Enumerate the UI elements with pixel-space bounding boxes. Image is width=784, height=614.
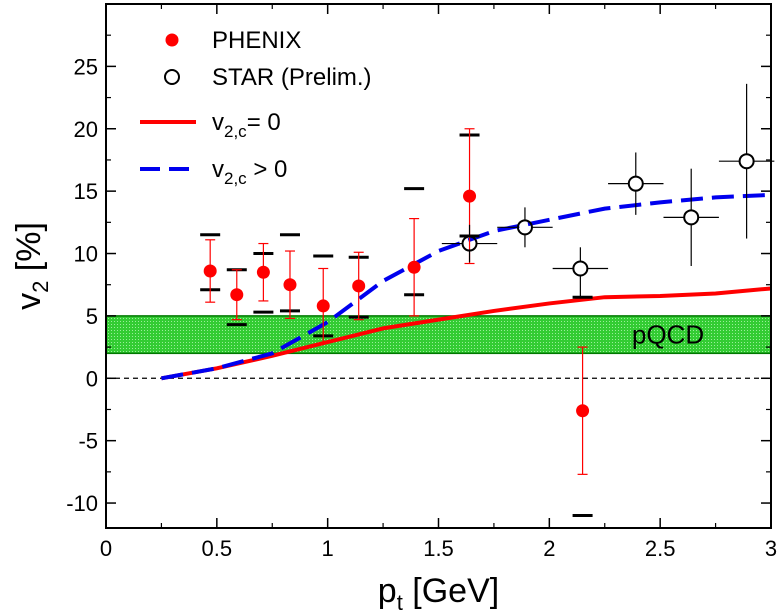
phenix-marker <box>407 260 421 274</box>
star-point-4 <box>608 152 664 215</box>
y-tick-label: 20 <box>74 117 98 142</box>
x-tick-label: 1.5 <box>423 536 454 561</box>
phenix-point-2 <box>226 268 247 327</box>
star-point-5 <box>663 168 719 266</box>
curve-v2c-zero <box>161 286 771 381</box>
legend-label-v2c-positive: v2,c > 0 <box>212 156 287 188</box>
y-tick-label: 15 <box>74 179 98 204</box>
y-axis-title: v2 [%] <box>10 222 53 310</box>
y-tick-label: 0 <box>86 366 98 391</box>
star-point-3 <box>552 247 609 298</box>
star-marker <box>627 175 644 192</box>
phenix-point-6 <box>348 251 369 321</box>
curves-group <box>161 192 771 381</box>
phenix-point-4 <box>279 233 300 319</box>
phenix-point-3 <box>253 242 274 314</box>
star-point-6 <box>718 83 775 239</box>
x-axis-title: pt [GeV] <box>378 572 499 614</box>
star-marker <box>572 260 589 277</box>
star-marker <box>461 235 478 252</box>
phenix-point-8 <box>459 128 480 265</box>
phenix-point-1 <box>200 233 221 303</box>
x-tick-label: 2 <box>543 536 555 561</box>
y-tick-label: 25 <box>74 54 98 79</box>
phenix-marker <box>230 288 244 302</box>
star-marker <box>516 219 533 236</box>
star-marker <box>738 153 755 170</box>
plot-frame <box>105 3 772 529</box>
phenix-marker <box>352 279 366 293</box>
x-tick-label: 3 <box>765 536 777 561</box>
pqcd-band-label: pQCD <box>632 320 704 350</box>
phenix-marker <box>316 299 330 313</box>
phenix-marker <box>463 189 477 203</box>
phenix-marker <box>256 265 270 279</box>
phenix-point-9 <box>572 295 593 518</box>
phenix-marker <box>203 264 217 278</box>
legend-star-label: STAR (Prelim.) <box>212 64 372 91</box>
phenix-point-7 <box>404 187 425 317</box>
curve-v2c-positive <box>161 192 771 381</box>
y-tick-label: -5 <box>78 429 98 454</box>
y-tick-label: -10 <box>66 491 98 516</box>
y-tick-label: 10 <box>74 242 98 267</box>
star-point-2 <box>497 207 553 248</box>
x-tick-label: 0 <box>100 536 112 561</box>
legend: PHENIX STAR (Prelim.) v2,c= 0 v2,c > 0 <box>140 27 372 188</box>
x-tick-label: 2.5 <box>645 536 676 561</box>
x-tick-label: 1 <box>322 536 334 561</box>
x-tick-label: 0.5 <box>202 536 233 561</box>
legend-phenix-marker <box>165 33 179 47</box>
legend-label-v2c-zero: v2,c= 0 <box>212 109 281 141</box>
phenix-marker <box>576 404 590 418</box>
y-tick-label: 5 <box>86 304 98 329</box>
star-point-1 <box>441 224 498 263</box>
star-marker <box>683 209 700 226</box>
phenix-point-5 <box>313 254 334 344</box>
phenix-marker <box>283 278 297 292</box>
legend-star-marker <box>164 69 180 85</box>
legend-phenix-label: PHENIX <box>212 27 301 54</box>
pqcd-band <box>105 315 772 355</box>
